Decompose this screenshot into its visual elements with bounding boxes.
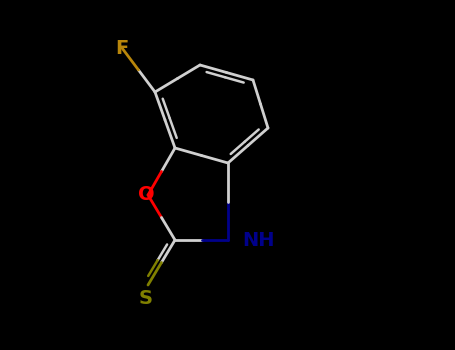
- Text: F: F: [116, 38, 129, 57]
- Text: O: O: [138, 186, 154, 204]
- Text: NH: NH: [242, 231, 274, 250]
- Text: S: S: [139, 289, 153, 308]
